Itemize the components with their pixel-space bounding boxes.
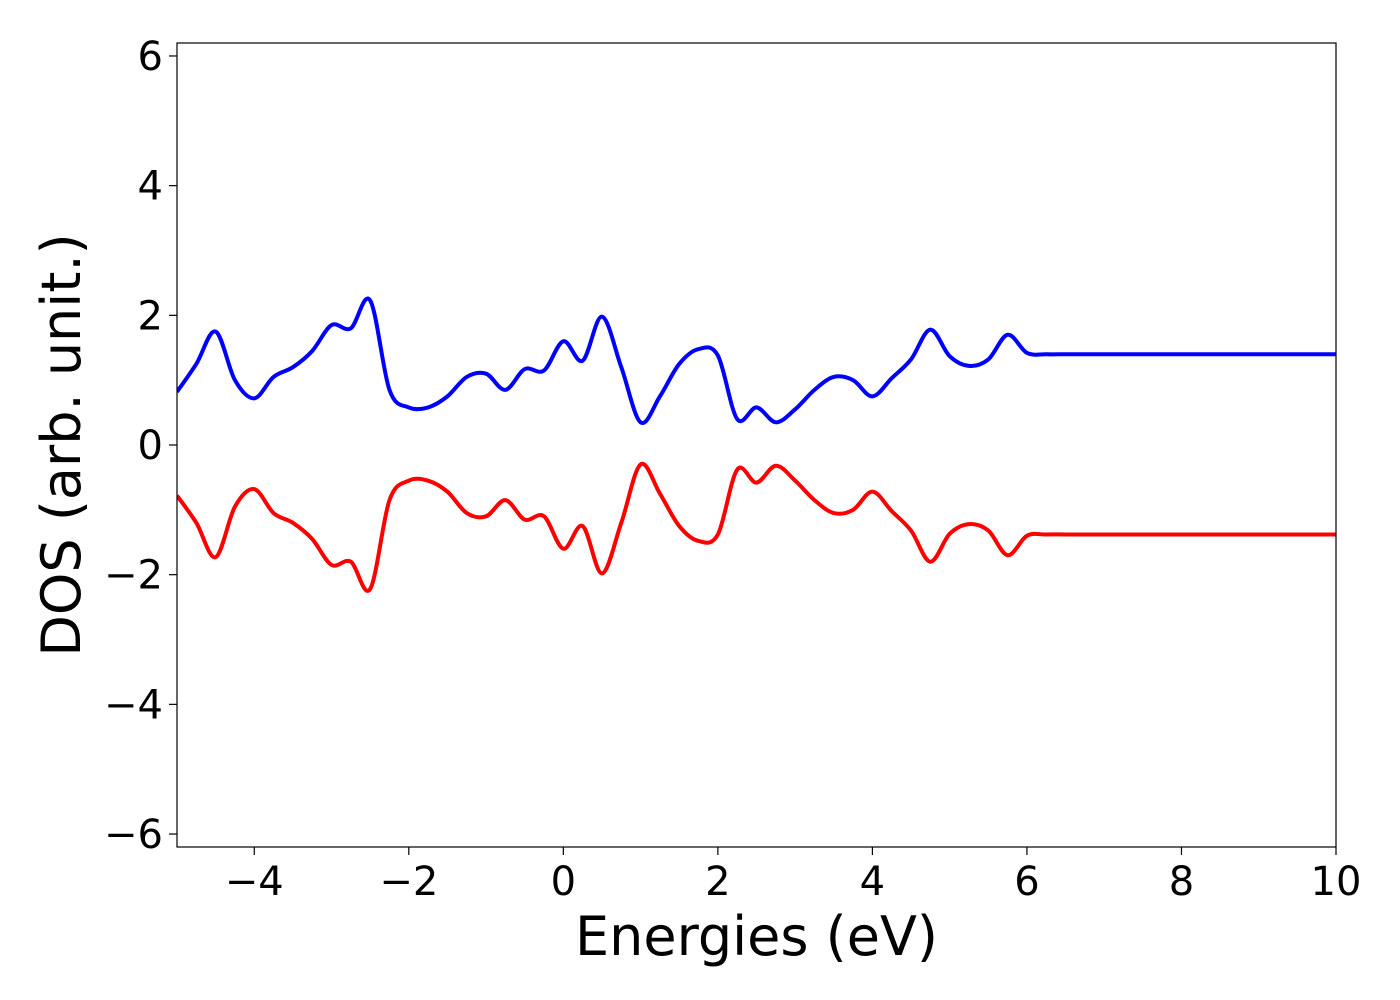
y-tick-label: 6 (138, 34, 163, 80)
plot-area (176, 42, 1337, 848)
series-line-1 (177, 461, 1336, 593)
y-tick-label: −6 (104, 812, 163, 858)
y-axis-title: DOS (arb. unit.) (30, 233, 93, 656)
x-axis-title: Energies (eV) (575, 905, 938, 968)
x-tick-label: 10 (1311, 859, 1362, 905)
x-tick-label: 6 (1014, 859, 1039, 905)
x-tick-label: 4 (860, 859, 885, 905)
y-tick-label: 2 (138, 293, 163, 339)
y-tick-label: −2 (104, 553, 163, 599)
x-tick-label: −4 (225, 859, 284, 905)
x-tick-label: 0 (551, 859, 576, 905)
axis-ticks: −4 −2 0 2 4 6 8 10 −6 −4 −2 0 2 4 6 (104, 34, 1361, 905)
series-group (177, 296, 1336, 593)
x-tick-label: −2 (379, 859, 438, 905)
x-tick-label: 8 (1169, 859, 1194, 905)
y-tick-label: 4 (138, 164, 163, 210)
x-tick-label: 2 (705, 859, 730, 905)
series-line-0 (177, 296, 1336, 425)
y-tick-label: 0 (138, 423, 163, 469)
plot-frame (176, 42, 1337, 848)
y-tick-label: −4 (104, 682, 163, 728)
